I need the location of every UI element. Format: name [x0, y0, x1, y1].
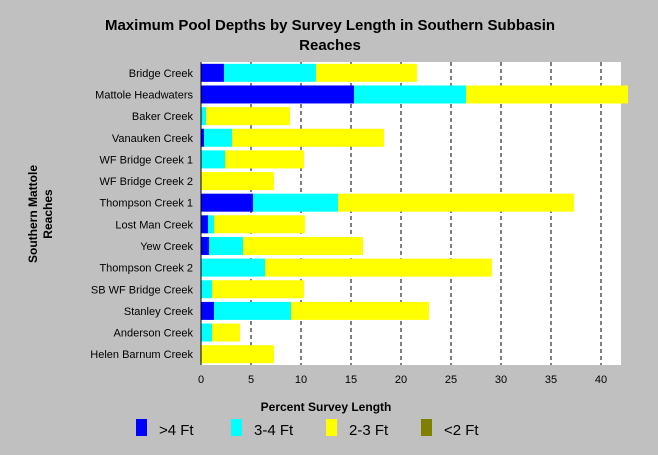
bar-segment [209, 236, 243, 255]
bar-segment [201, 128, 204, 147]
category-label: Helen Barnum Creek [90, 349, 193, 361]
bar-segment [338, 193, 574, 212]
bar-segment [214, 215, 305, 234]
chart-title-line-2: Reaches [299, 37, 361, 54]
bar-segment [201, 215, 208, 234]
bar-segment [208, 215, 214, 234]
x-tick-label: 25 [445, 374, 457, 386]
legend-label: 3-4 Ft [254, 422, 294, 439]
bar-segment [201, 150, 225, 169]
bar-segment [201, 258, 265, 277]
legend-swatch [136, 419, 147, 436]
x-tick-label: 5 [248, 374, 254, 386]
x-axis-title: Percent Survey Length [261, 400, 392, 414]
bars [201, 63, 628, 364]
category-label: Bridge Creek [129, 68, 194, 80]
x-tick-label: 10 [295, 374, 307, 386]
bar-segment [214, 301, 291, 320]
legend-swatch [326, 419, 337, 436]
bar-segment [201, 236, 209, 255]
bar-segment [224, 63, 316, 82]
y-axis-title: Southern Mattole Reaches [26, 165, 55, 263]
legend: >4 Ft 3-4 Ft 2-3 Ft <2 Ft [136, 419, 479, 439]
bar-segment [225, 150, 304, 169]
bar-segment [201, 301, 214, 320]
legend-swatch [231, 419, 242, 436]
category-label: WF Bridge Creek 2 [99, 176, 193, 188]
legend-label: <2 Ft [444, 422, 479, 439]
legend-label: 2-3 Ft [349, 422, 389, 439]
category-label: Baker Creek [132, 111, 194, 123]
category-label: Stanley Creek [124, 306, 194, 318]
x-tick-label: 20 [395, 374, 407, 386]
category-label: Yew Creek [140, 241, 193, 253]
category-label: Anderson Creek [114, 328, 194, 340]
x-tick-label: 35 [545, 374, 557, 386]
bar-segment [206, 107, 290, 126]
x-tick-labels: 0 5 10 15 20 25 30 35 40 [198, 374, 607, 386]
legend-swatch [421, 419, 432, 436]
x-tick-label: 0 [198, 374, 204, 386]
chart-title: Maximum Pool Depths by Survey Length in … [105, 17, 555, 54]
bar-segment [212, 280, 304, 299]
bar-segment [201, 280, 212, 299]
bar-segment [253, 193, 338, 212]
x-tick-label: 15 [345, 374, 357, 386]
bar-segment [354, 85, 466, 104]
category-label: Thompson Creek 2 [99, 263, 193, 275]
category-label: Mattole Headwaters [95, 89, 193, 101]
bar-segment [201, 345, 274, 364]
bar-segment [201, 172, 274, 191]
bar-segment [201, 323, 212, 342]
bar-segment [201, 107, 206, 126]
bar-segment [316, 63, 417, 82]
category-label: Thompson Creek 1 [99, 198, 193, 210]
chart-title-line-1: Maximum Pool Depths by Survey Length in … [105, 17, 555, 34]
category-label: WF Bridge Creek 1 [99, 154, 193, 166]
y-axis-title-line-1: Southern Mattole [26, 165, 40, 263]
bar-segment [212, 323, 240, 342]
bar-segment [201, 63, 224, 82]
bar-segment [201, 193, 253, 212]
x-tick-label: 30 [495, 374, 507, 386]
category-label: Vanauken Creek [112, 133, 194, 145]
category-labels: Bridge Creek Mattole Headwaters Baker Cree… [90, 68, 193, 361]
bar-segment [291, 301, 429, 320]
bar-segment [201, 85, 354, 104]
bar-segment [265, 258, 492, 277]
bar-segment [466, 85, 628, 104]
bar-segment [232, 128, 384, 147]
bar-segment [243, 236, 363, 255]
category-label: SB WF Bridge Creek [91, 284, 194, 296]
x-tick-label: 40 [595, 374, 607, 386]
category-label: Lost Man Creek [115, 219, 193, 231]
legend-label: >4 Ft [159, 422, 194, 439]
y-axis-title-line-2: Reaches [41, 189, 55, 239]
bar-segment [204, 128, 232, 147]
